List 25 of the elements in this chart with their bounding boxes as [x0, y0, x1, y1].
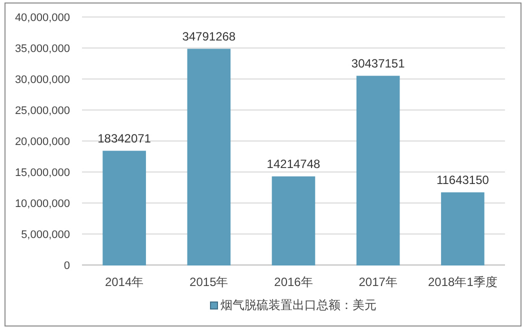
y-tick-label: 40,000,000 — [14, 12, 70, 24]
data-label: 18342071 — [98, 131, 152, 146]
y-tick-label: 0 — [64, 260, 70, 272]
bar — [441, 192, 484, 266]
x-tick-label: 2017年 — [358, 275, 398, 289]
data-label: 34791268 — [182, 29, 236, 44]
y-tick-label: 10,000,000 — [14, 198, 70, 210]
y-tick-label: 25,000,000 — [14, 105, 70, 117]
x-tick-label: 2014年 — [104, 275, 144, 289]
data-label: 30437151 — [351, 56, 406, 70]
data-label: 14214748 — [266, 156, 321, 171]
y-tick-label: 30,000,000 — [14, 74, 70, 86]
x-tick-label: 2016年 — [274, 275, 313, 289]
y-tick-label: 35,000,000 — [14, 43, 70, 55]
y-tick-label: 15,000,000 — [14, 167, 70, 179]
bar — [187, 48, 231, 266]
bar — [272, 176, 316, 266]
data-label: 11643150 — [436, 172, 490, 187]
bar — [356, 76, 400, 266]
y-tick-label: 20,000,000 — [14, 136, 70, 148]
y-tick-label: 5,000,000 — [21, 229, 70, 241]
bar — [102, 150, 146, 266]
x-tick-label: 2015年 — [190, 275, 228, 289]
x-tick-label: 2018年1季度 — [428, 275, 498, 289]
legend-label: 烟气脱硫装置出口总额：美元 — [220, 298, 376, 312]
